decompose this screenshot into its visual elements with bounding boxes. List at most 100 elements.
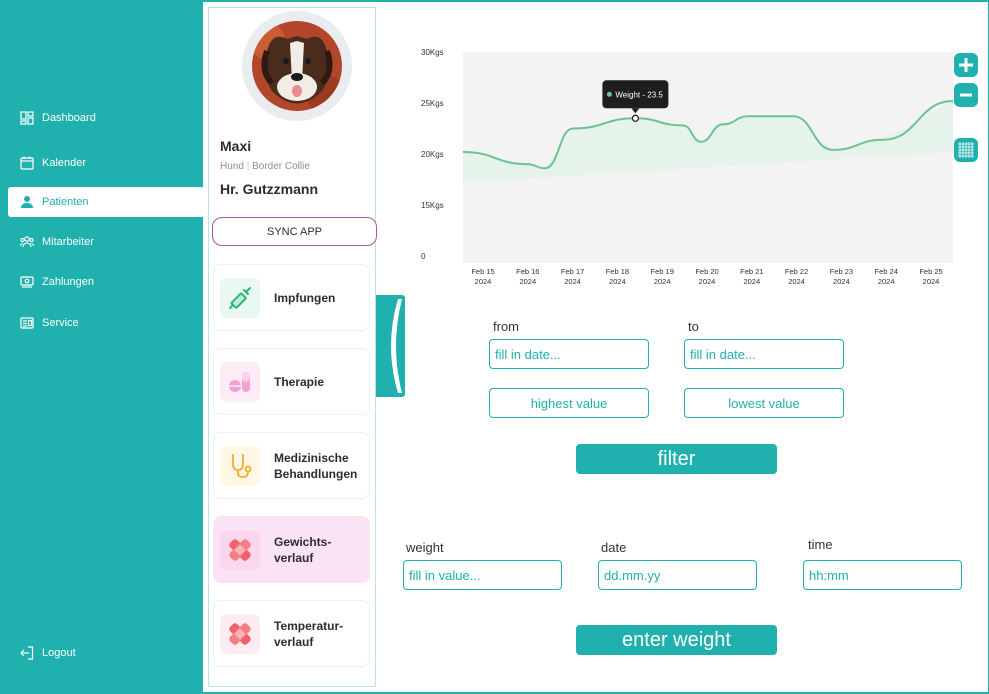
- series-line-weight: [462, 99, 954, 170]
- dashboard-icon: [20, 111, 34, 125]
- bandage-icon: [220, 529, 260, 570]
- x-tick-year: 2024: [564, 277, 581, 286]
- x-tick-year: 2024: [475, 277, 492, 286]
- to-date-input[interactable]: fill in date...: [684, 339, 844, 369]
- nav-label-kalender: Kalender: [42, 157, 87, 169]
- chevron-left-icon: [391, 299, 402, 393]
- nav-item-service[interactable]: Service: [8, 308, 203, 338]
- weight-input[interactable]: fill in value...: [403, 560, 562, 590]
- tooltip-box: [602, 80, 669, 109]
- pet-name: Maxi: [220, 138, 252, 154]
- zoom-out-button[interactable]: [954, 83, 978, 107]
- syringe-icon: [220, 277, 260, 318]
- filter-button[interactable]: filter: [576, 444, 777, 474]
- date-label: date: [601, 540, 627, 555]
- avatar: [252, 21, 342, 111]
- sidebar: Dashboard Kalender Patienten Mitarbeiter…: [0, 0, 203, 694]
- patient-profile-panel: Maxi Hund | Border Collie Hr. Gutzzmann …: [208, 7, 377, 687]
- x-tick-year: 2024: [519, 277, 536, 286]
- sync-app-button[interactable]: SYNC APP: [212, 217, 377, 246]
- nav-item-kalender[interactable]: Kalender: [8, 148, 203, 178]
- menu-card-label: Temperatur- verlauf: [274, 618, 344, 649]
- menu-card-label: Gewichts- verlauf: [274, 534, 332, 565]
- nav-label-zahlungen: Zahlungen: [42, 276, 94, 288]
- plus-icon: [959, 58, 973, 72]
- x-tick-label: Feb 25: [919, 267, 942, 276]
- menu-card-therapie[interactable]: Therapie: [213, 348, 370, 415]
- menu-card-temperaturverlauf[interactable]: Temperatur- verlauf: [213, 600, 370, 667]
- nav-label-patienten: Patienten: [42, 196, 89, 208]
- pills-icon: [220, 361, 260, 402]
- to-label: to: [688, 319, 699, 334]
- time-input[interactable]: hh:mm: [803, 560, 962, 590]
- x-tick-label: Feb 17: [561, 267, 584, 276]
- from-date-input[interactable]: fill in date...: [489, 339, 649, 369]
- enter-weight-button[interactable]: enter weight: [576, 625, 777, 655]
- menu-card-label: Impfungen: [274, 290, 336, 305]
- from-label: from: [493, 319, 519, 334]
- x-tick-year: 2024: [833, 277, 850, 286]
- x-tick-year: 2024: [609, 277, 626, 286]
- nav-label-mitarbeiter: Mitarbeiter: [42, 236, 94, 248]
- tooltip-label: Weight - 23.5: [615, 90, 663, 99]
- x-tick-label: Feb 16: [516, 267, 539, 276]
- date-input[interactable]: dd.mm.yy: [598, 560, 757, 590]
- collapse-panel-button[interactable]: [376, 295, 405, 397]
- weight-chart: 30Kgs 25Kgs 20Kgs 15Kgs 0 Feb 15 2024 Feb 16 202…: [413, 38, 954, 288]
- weight-label: weight: [406, 540, 444, 555]
- x-tick-label: Feb 19: [651, 267, 674, 276]
- menu-card-gewichtsverlauf[interactable]: Gewichts- verlauf: [213, 516, 370, 583]
- highest-value-button[interactable]: highest value: [489, 388, 649, 418]
- y-tick-label: 25Kgs: [421, 99, 444, 108]
- calendar-icon: [20, 156, 34, 170]
- x-tick-label: Feb 22: [785, 267, 808, 276]
- pet-species: Hund: [220, 161, 244, 172]
- lowest-value-button[interactable]: lowest value: [684, 388, 844, 418]
- menu-card-behandlungen[interactable]: Medizinische Behandlungen: [213, 432, 370, 499]
- x-tick-label: Feb 20: [695, 267, 718, 276]
- nav-item-zahlungen[interactable]: Zahlungen: [8, 267, 203, 297]
- nav-label-dashboard: Dashboard: [42, 112, 96, 124]
- breed-separator: |: [246, 161, 250, 172]
- logout-button[interactable]: Logout: [8, 638, 203, 668]
- staff-icon: [20, 235, 34, 249]
- data-point-highlight: [631, 114, 640, 122]
- x-tick-year: 2024: [654, 277, 671, 286]
- nav-label-service: Service: [42, 317, 79, 329]
- patient-icon: [20, 195, 34, 209]
- x-tick-label: Feb 15: [471, 267, 494, 276]
- x-tick-year: 2024: [743, 277, 760, 286]
- tooltip-pointer: [631, 108, 640, 114]
- menu-card-label: Therapie: [274, 374, 325, 389]
- series-area: [463, 100, 953, 183]
- nav-item-patienten[interactable]: Patienten: [8, 187, 203, 217]
- logout-label: Logout: [42, 647, 76, 659]
- tooltip-legend-dot: [606, 91, 612, 97]
- pet-species-breed: Hund | Border Collie: [220, 161, 310, 172]
- logout-icon: [20, 646, 34, 660]
- x-tick-year: 2024: [788, 277, 805, 286]
- x-tick-label: Feb 23: [830, 267, 853, 276]
- payment-icon: [20, 275, 34, 289]
- avatar-ring: [242, 11, 352, 121]
- y-tick-label: 0: [421, 252, 426, 261]
- pet-breed: Border Collie: [252, 161, 310, 172]
- time-label: time: [808, 537, 833, 552]
- x-tick-year: 2024: [699, 277, 716, 286]
- nav-item-dashboard[interactable]: Dashboard: [8, 103, 203, 133]
- zoom-in-button[interactable]: [954, 53, 978, 77]
- x-tick-label: Feb 21: [740, 267, 763, 276]
- bandage-icon: [220, 613, 260, 654]
- grid-toggle-button[interactable]: [954, 138, 978, 162]
- main-content: Maxi Hund | Border Collie Hr. Gutzzmann …: [203, 2, 988, 692]
- x-tick-year: 2024: [878, 277, 895, 286]
- stethoscope-icon: [220, 445, 260, 486]
- y-tick-label: 30Kgs: [421, 48, 444, 57]
- x-tick-label: Feb 18: [606, 267, 629, 276]
- nav-item-mitarbeiter[interactable]: Mitarbeiter: [8, 227, 203, 257]
- grid-icon: [958, 142, 974, 158]
- y-tick-label: 15Kgs: [421, 201, 444, 210]
- menu-card-impfungen[interactable]: Impfungen: [213, 264, 370, 331]
- menu-card-label: Medizinische Behandlungen: [274, 450, 358, 481]
